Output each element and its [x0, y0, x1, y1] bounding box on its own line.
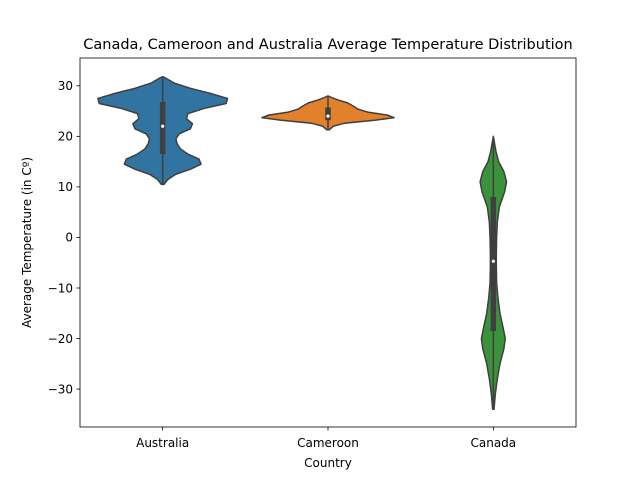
chart-title: Canada, Cameroon and Australia Average T…: [83, 37, 572, 53]
y-axis-title: Average Temperature (in Cº): [20, 157, 34, 328]
y-tick-label: 20: [58, 130, 73, 144]
y-tick-label: −20: [48, 332, 73, 346]
median-point-cameroon: [326, 114, 330, 118]
x-axis-title: Country: [304, 456, 352, 470]
violin-canada: [479, 135, 508, 411]
x-tick-label-canada: Canada: [470, 436, 516, 450]
y-tick-label: −10: [48, 281, 73, 295]
y-tick-label: 0: [65, 231, 73, 245]
median-point-australia: [161, 124, 165, 128]
violins-layer: [97, 75, 508, 411]
violin-australia: [97, 75, 229, 186]
violin-cameroon: [261, 95, 395, 131]
x-tick-label-australia: Australia: [136, 436, 189, 450]
y-tick-label: −30: [48, 382, 73, 396]
y-tick-label: 30: [58, 79, 73, 93]
median-point-canada: [491, 259, 495, 263]
x-tick-label-cameroon: Cameroon: [297, 436, 359, 450]
y-tick-label: 10: [58, 180, 73, 194]
x-axis: Australia Cameroon Canada: [136, 427, 516, 450]
y-axis: 30 20 10 0 −10 −20 −30: [48, 79, 80, 396]
